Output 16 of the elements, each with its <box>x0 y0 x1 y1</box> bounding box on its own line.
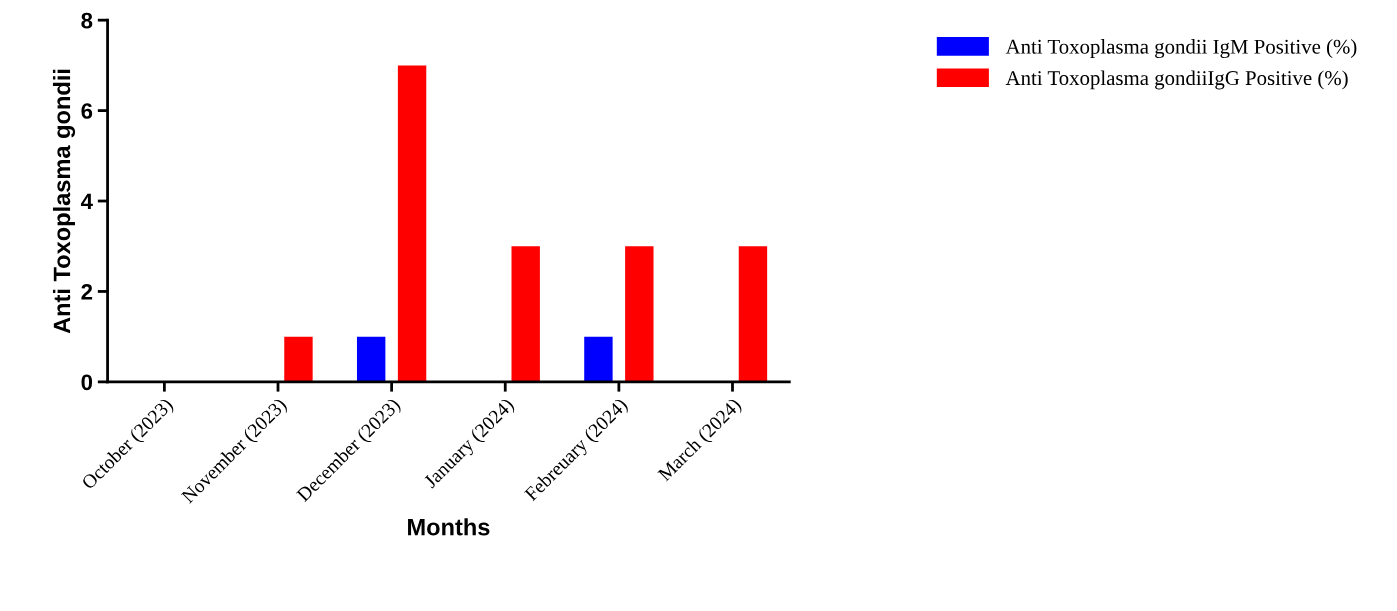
bar <box>511 246 540 382</box>
y-axis-title: Anti Toxoplasma gondii <box>52 69 76 334</box>
legend-label: Anti Toxoplasma gondii IgM Positive (%) <box>1005 39 1357 59</box>
bar <box>738 246 768 382</box>
legend-label: Anti Toxoplasma gondiiIgG Positive (%) <box>1005 70 1348 90</box>
x-axis-title: Months <box>408 518 490 536</box>
bar <box>356 336 386 382</box>
y-tick-label: 4 <box>80 193 93 210</box>
bar <box>397 65 427 382</box>
y-tick-label: 2 <box>81 283 93 300</box>
y-tick-label: 6 <box>81 103 93 119</box>
bar <box>284 336 313 382</box>
y-tick-label: 0 <box>81 374 93 391</box>
bar <box>625 246 654 382</box>
y-tick-label: 8 <box>81 12 93 29</box>
bar <box>584 336 613 382</box>
